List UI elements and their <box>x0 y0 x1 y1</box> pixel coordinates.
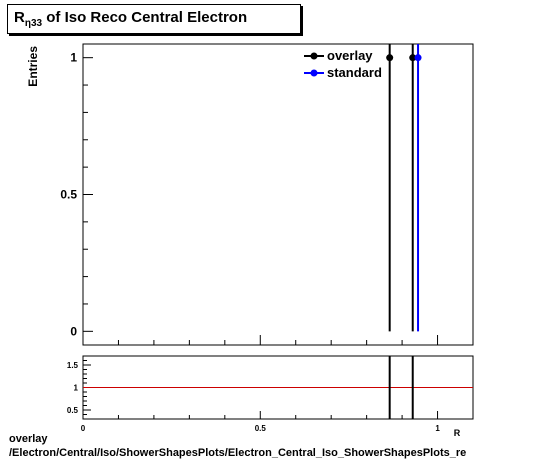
footer-path: /Electron/Central/Iso/ShowerShapesPlots/… <box>9 447 467 459</box>
y-tick-label: 0 <box>70 324 77 338</box>
x-tick-label: 0.5 <box>255 424 267 433</box>
footer-label: overlay <box>9 433 48 445</box>
legend-label-overlay: overlay <box>327 48 373 63</box>
x-tick-label: 1 <box>435 424 440 433</box>
x-axis-label: R <box>454 428 461 438</box>
y-axis-label: Entries <box>26 46 40 87</box>
chart-title: Rη33 of Iso Reco Central Electron <box>14 9 248 29</box>
data-point-overlay <box>409 54 417 62</box>
plot-frame <box>82 43 474 346</box>
legend-marker-overlay <box>310 52 318 60</box>
ratio-y-tick-label: 1 <box>74 384 79 393</box>
legend-marker-standard <box>310 69 318 77</box>
data-point-standard <box>414 54 422 62</box>
y-tick-label: 1 <box>70 51 77 65</box>
y-tick-label: 0.5 <box>60 188 77 202</box>
chart-title-box: Rη33 of Iso Reco Central Electron <box>7 4 301 34</box>
ratio-y-tick-label: 0.5 <box>67 406 79 415</box>
legend-label-standard: standard <box>327 65 382 80</box>
data-point-overlay <box>386 54 394 62</box>
x-tick-label: 0 <box>81 424 86 433</box>
ratio-y-tick-label: 1.5 <box>67 361 79 370</box>
